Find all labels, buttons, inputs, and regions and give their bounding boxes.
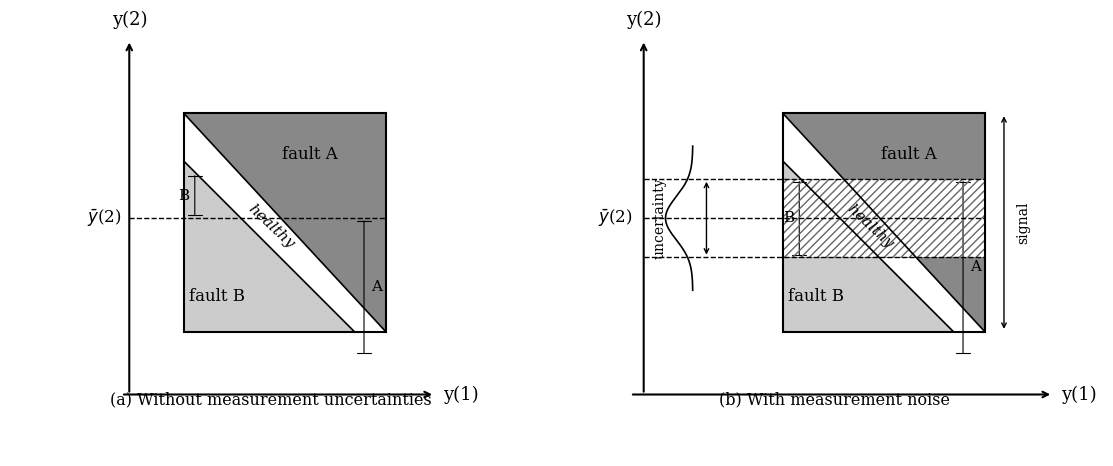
Text: B: B (178, 189, 189, 203)
Polygon shape (782, 113, 985, 332)
Polygon shape (782, 161, 954, 332)
Text: uncertainty: uncertainty (653, 178, 667, 259)
Polygon shape (184, 161, 354, 332)
Bar (782, 113, 985, 332)
Bar (184, 113, 386, 332)
Text: healthy: healthy (245, 202, 297, 251)
Polygon shape (782, 179, 985, 258)
Polygon shape (782, 113, 985, 332)
Text: fault B: fault B (788, 288, 844, 305)
Polygon shape (184, 113, 386, 332)
Text: signal: signal (1016, 201, 1030, 244)
Text: fault A: fault A (880, 146, 936, 163)
Polygon shape (184, 113, 386, 332)
Text: (a) Without measurement uncertainties: (a) Without measurement uncertainties (110, 391, 432, 409)
Text: fault A: fault A (282, 146, 337, 163)
Text: fault B: fault B (188, 288, 245, 305)
Text: y(1): y(1) (1062, 385, 1097, 404)
Text: $\bar{y}$(2): $\bar{y}$(2) (87, 207, 121, 229)
Text: A: A (969, 260, 981, 274)
Text: y(2): y(2) (111, 11, 147, 29)
Text: (b) With measurement noise: (b) With measurement noise (719, 391, 951, 409)
Text: y(1): y(1) (443, 385, 479, 404)
Text: y(2): y(2) (626, 11, 661, 29)
Text: $\bar{y}$(2): $\bar{y}$(2) (599, 207, 633, 229)
Text: healthy: healthy (845, 202, 896, 251)
Text: A: A (371, 280, 382, 294)
Text: B: B (782, 211, 794, 225)
